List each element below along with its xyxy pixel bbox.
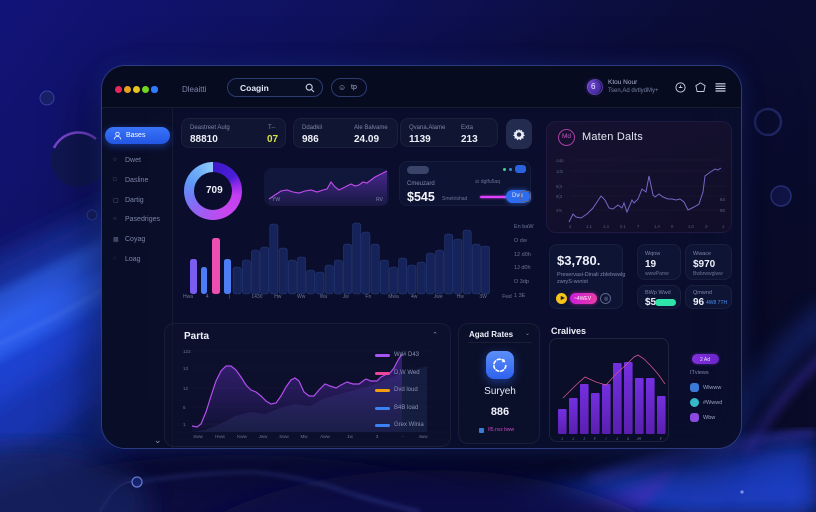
svg-text:JR: JR — [637, 436, 642, 441]
svg-text:5(3: 5(3 — [556, 184, 563, 189]
svg-text:9(3: 9(3 — [556, 194, 563, 199]
svg-text:J: J — [616, 436, 618, 441]
svg-text:1: 1 — [183, 422, 186, 427]
svg-text:0: 0 — [671, 224, 674, 229]
svg-text:1w: 1w — [347, 434, 354, 439]
svg-text:Sww: Sww — [193, 434, 203, 439]
svg-text:3: 3 — [627, 436, 630, 441]
svg-text:2-: 2- — [705, 224, 709, 229]
svg-text:Mw: Mw — [301, 434, 309, 439]
svg-text:1d3: 1d3 — [556, 169, 564, 174]
svg-text:1.4: 1.4 — [603, 224, 609, 229]
svg-text:J: J — [561, 436, 563, 441]
svg-text:4ww: 4ww — [418, 434, 428, 439]
svg-text:Aww: Aww — [320, 434, 330, 439]
svg-text:2: 2 — [569, 224, 572, 229]
svg-text:J: J — [583, 436, 585, 441]
svg-text:1: 1 — [722, 224, 725, 229]
svg-text:1.A: 1.A — [654, 224, 660, 229]
svg-text:7: 7 — [637, 224, 640, 229]
svg-text:4%: 4% — [556, 208, 562, 213]
svg-text:Jww: Jww — [259, 434, 268, 439]
svg-text:1.1: 1.1 — [586, 224, 592, 229]
svg-text:13: 13 — [183, 366, 189, 371]
svg-text:Sww: Sww — [279, 434, 289, 439]
svg-text:123: 123 — [183, 349, 191, 354]
svg-text:0.1: 0.1 — [620, 224, 626, 229]
svg-text:F: F — [594, 436, 597, 441]
svg-text:culp: culp — [556, 158, 564, 163]
svg-text:Kww: Kww — [237, 434, 247, 439]
svg-text:J: J — [572, 436, 574, 441]
svg-text:5: 5 — [183, 405, 186, 410]
svg-text:/: / — [605, 436, 607, 441]
svg-text:Hww: Hww — [215, 434, 225, 439]
svg-text:F: F — [660, 436, 663, 441]
svg-text:1.0: 1.0 — [688, 224, 694, 229]
svg-text:-: - — [402, 434, 404, 439]
svg-text:3: 3 — [376, 434, 379, 439]
svg-text:12: 12 — [183, 386, 189, 391]
